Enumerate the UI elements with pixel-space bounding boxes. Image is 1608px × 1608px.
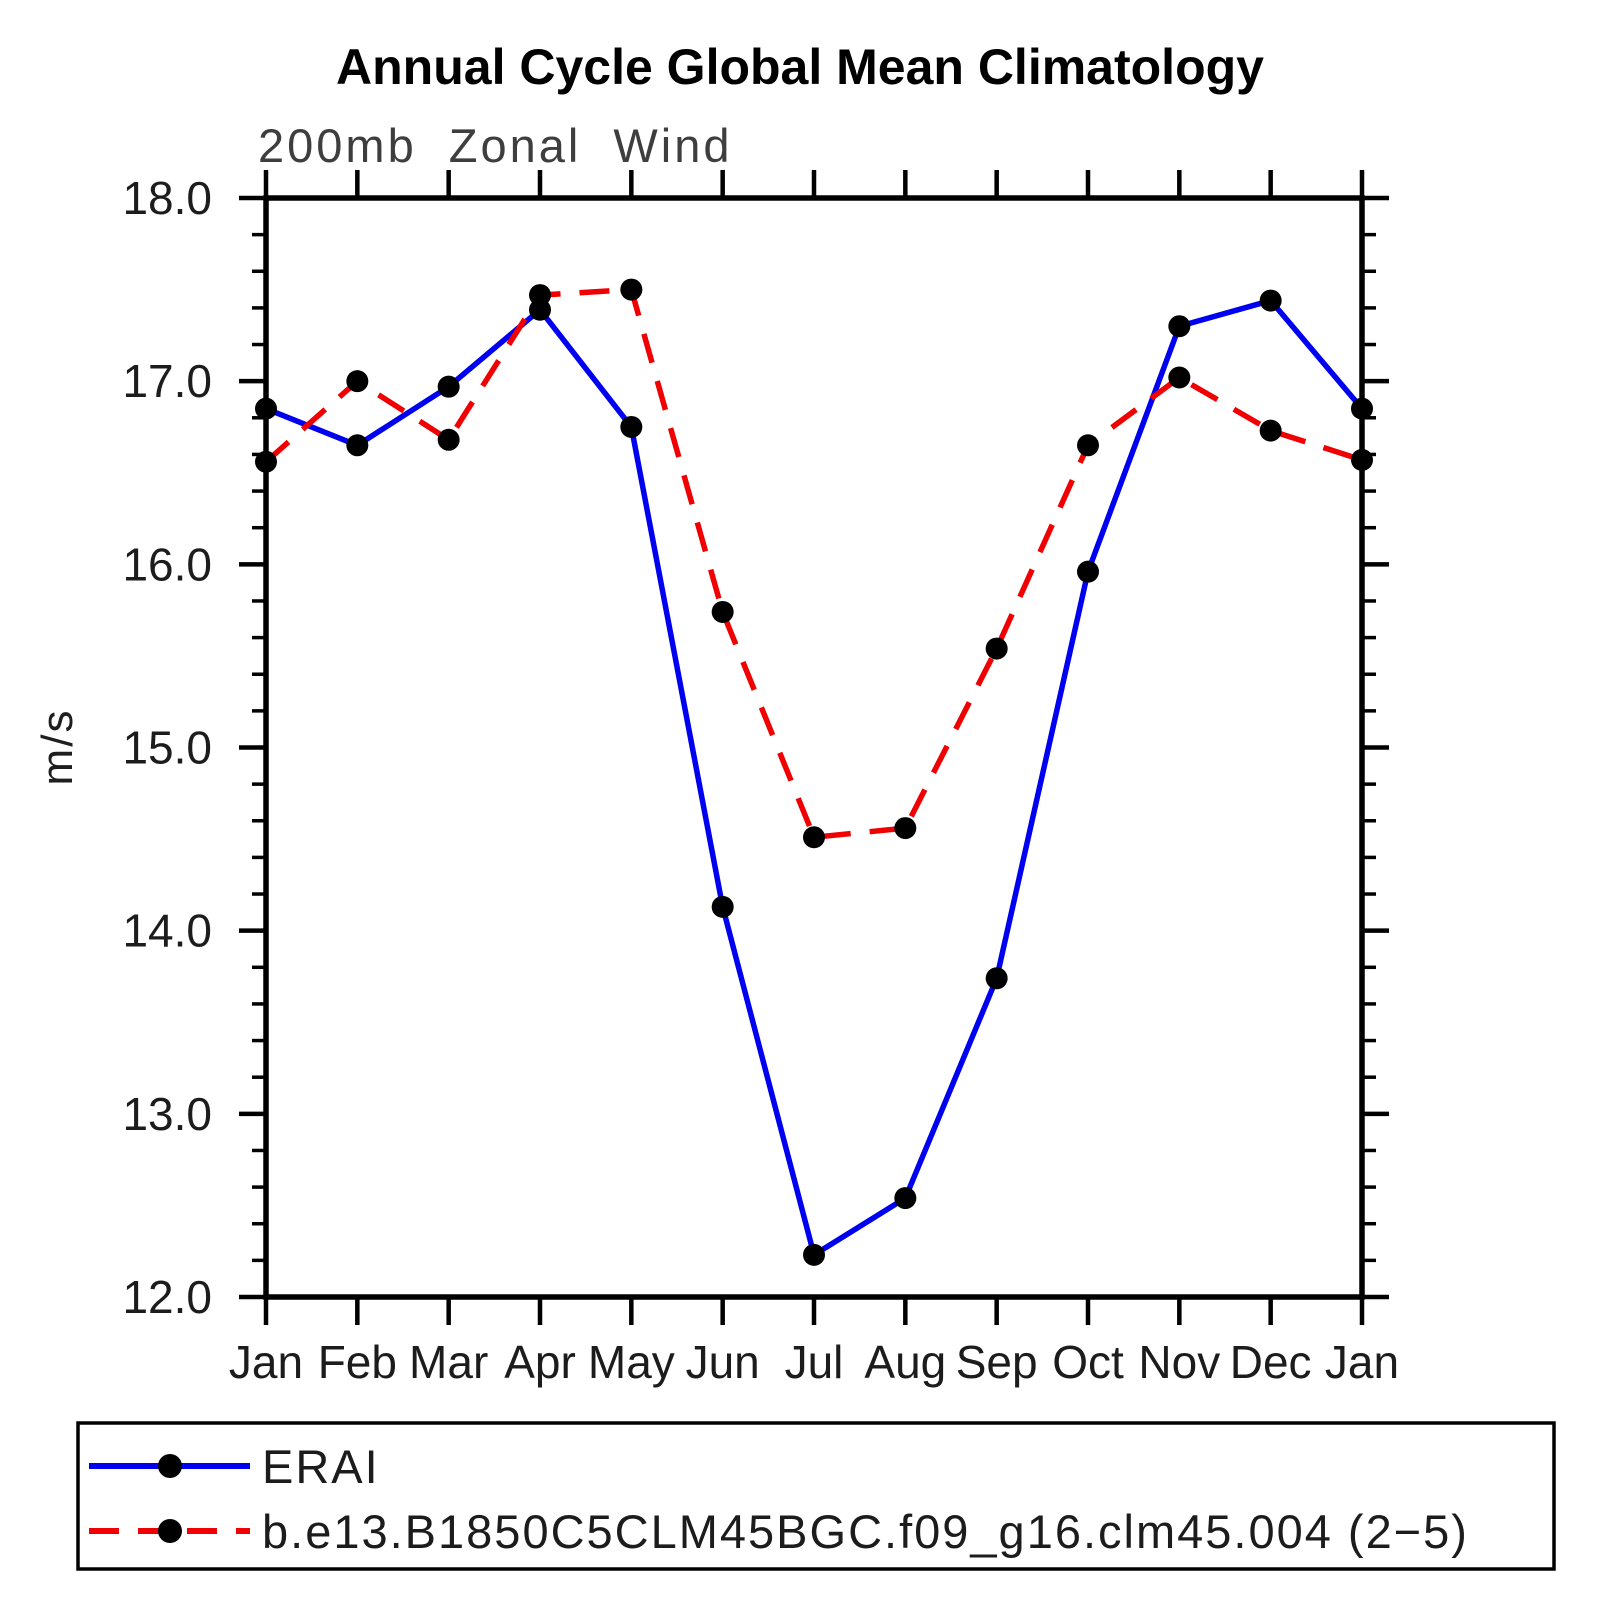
erai-line (264, 297, 1365, 1258)
data-point-marker (1351, 448, 1373, 471)
data-point-marker (985, 637, 1008, 660)
data-point-marker (894, 1187, 917, 1210)
x-axis-tick-label: Aug (864, 1336, 946, 1388)
x-axis-tick-label: Feb (318, 1336, 397, 1388)
legend-erai-label: ERAI (262, 1440, 380, 1493)
y-axis-tick-label: 15.0 (122, 722, 212, 774)
y-axis-tick-label: 13.0 (122, 1088, 212, 1140)
chart-title: Annual Cycle Global Mean Climatology (336, 39, 1264, 95)
data-point-marker (1168, 315, 1191, 338)
x-axis-tick-label: Apr (504, 1336, 576, 1388)
y-axis-title: m/s (33, 709, 82, 786)
x-axis-tick-label: May (588, 1336, 675, 1388)
data-point-marker (255, 450, 277, 473)
y-axis-tick-label: 16.0 (122, 538, 212, 590)
data-point-marker (1077, 434, 1099, 457)
legend-model-marker (158, 1519, 182, 1543)
data-point-marker (1259, 289, 1282, 312)
data-point-marker (346, 370, 369, 393)
data-point-marker (894, 817, 917, 840)
x-axis-tick-label: Jan (229, 1336, 303, 1388)
x-axis-tick-label: Jun (686, 1336, 760, 1388)
data-point-marker (1259, 419, 1282, 442)
data-point-marker (620, 278, 643, 301)
model-line (264, 286, 1363, 841)
data-point-marker (346, 434, 369, 457)
data-point-marker (711, 600, 734, 623)
data-point-marker (620, 415, 643, 438)
data-point-marker (437, 375, 460, 398)
legend: ERAI b.e13.B1850C5CLM45BGC.f09_g16.clm45… (76, 1421, 1556, 1571)
y-axis-tick-label: 14.0 (122, 905, 212, 957)
legend-box (76, 1421, 1556, 1571)
data-point-marker (1168, 366, 1191, 389)
data-point-marker (803, 1243, 825, 1266)
x-axis-tick-label: Sep (956, 1336, 1038, 1388)
y-axis-tick-label: 18.0 (122, 172, 212, 224)
x-axis-tick-label: Dec (1230, 1336, 1312, 1388)
x-axis-tick-label: Nov (1138, 1336, 1220, 1388)
data-point-marker (1351, 397, 1373, 420)
data-point-marker (255, 397, 277, 420)
chart-subtitle: 200mb Zonal Wind (258, 119, 732, 172)
data-point-marker (1077, 560, 1099, 583)
data-point-marker (711, 895, 734, 918)
x-axis-tick-label: Mar (409, 1336, 488, 1388)
x-axis-tick-label: Oct (1052, 1336, 1124, 1388)
x-axis-tick-label: Jan (1325, 1336, 1399, 1388)
x-axis-tick-label: Jul (785, 1336, 844, 1388)
y-axis-tick-label: 12.0 (122, 1271, 212, 1323)
data-point-marker (437, 428, 460, 451)
plot-border (263, 195, 1365, 1300)
plot-area: 12.0 13.0 14.0 15.0 16.0 17.0 18.0 Jan Feb Mar Apr… (122, 170, 1399, 1388)
data-point-marker (803, 826, 825, 849)
data-point-marker (985, 967, 1008, 990)
y-axis-tick-label: 17.0 (122, 355, 212, 407)
data-point-marker (529, 284, 551, 307)
legend-erai-marker (158, 1454, 182, 1478)
legend-model-label: b.e13.B1850C5CLM45BGC.f09_g16.clm45.004 … (262, 1505, 1469, 1558)
